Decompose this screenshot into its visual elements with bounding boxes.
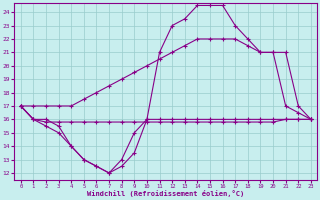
X-axis label: Windchill (Refroidissement éolien,°C): Windchill (Refroidissement éolien,°C) xyxy=(87,190,244,197)
